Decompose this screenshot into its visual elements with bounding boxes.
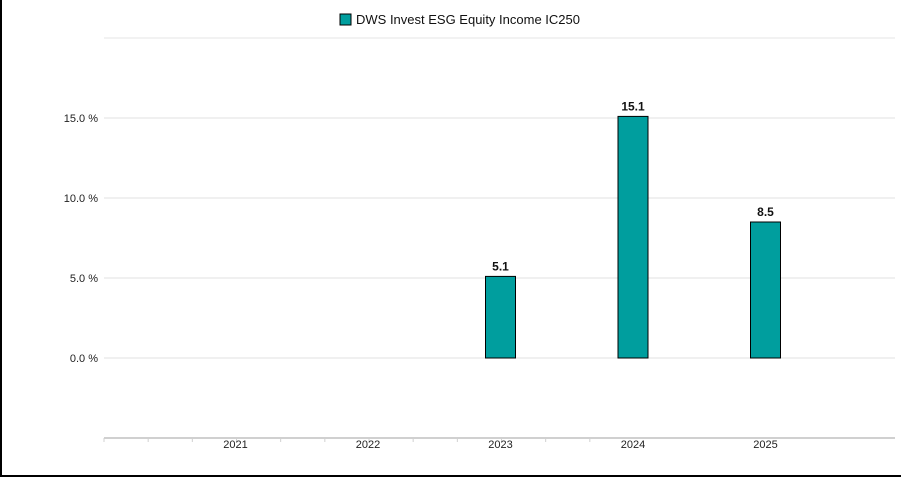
data-label-2024: 15.1 [621, 99, 645, 113]
x-tick-label: 2023 [488, 439, 512, 451]
bar-2025[interactable] [750, 221, 781, 359]
y-tick-label: 5.0 % [70, 273, 98, 285]
legend-swatch [339, 13, 352, 26]
bar-2023[interactable] [485, 275, 516, 359]
y-tick-label: 15.0 % [64, 113, 98, 125]
y-axis-ticks: 0.0 % 5.0 % 10.0 % 15.0 % [64, 113, 98, 365]
legend-label: DWS Invest ESG Equity Income IC250 [356, 12, 580, 27]
data-label-2025: 8.5 [757, 205, 774, 219]
data-labels: 5.1 15.1 8.5 [492, 99, 774, 273]
x-tick-label: 2024 [621, 439, 645, 451]
bar-2024[interactable] [617, 115, 649, 359]
y-tick-label: 10.0 % [64, 193, 98, 205]
x-tick-label: 2022 [356, 439, 380, 451]
x-tick-label: 2021 [223, 439, 247, 451]
y-tick-label: 0.0 % [70, 353, 98, 365]
x-tick-label: 2025 [753, 439, 777, 451]
bars [485, 115, 781, 359]
x-axis: 2021 2022 2023 2024 2025 [103, 437, 895, 451]
data-label-2023: 5.1 [492, 259, 509, 273]
legend[interactable]: DWS Invest ESG Equity Income IC250 [339, 12, 580, 27]
